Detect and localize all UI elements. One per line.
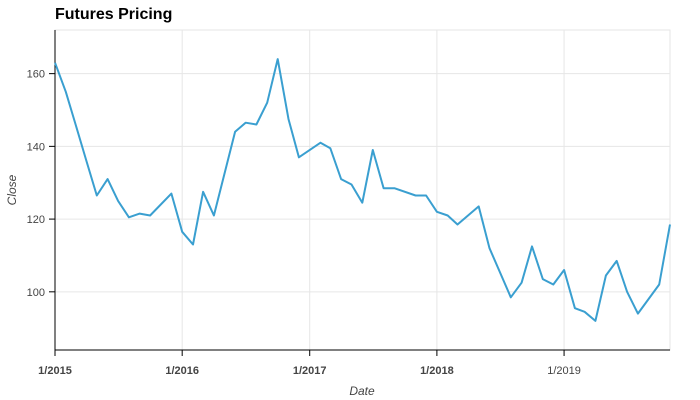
x-tick-label: 1/2016 [165,365,199,377]
chart-title: Futures Pricing [55,6,173,23]
x-tick-label: 1/2017 [293,365,327,377]
y-tick-label: 160 [27,69,45,81]
x-tick-label: 1/2019 [547,365,581,377]
x-tick-label: 1/2015 [38,365,72,377]
plot-frame [54,29,671,351]
series-line [54,58,671,322]
y-tick-label: 120 [27,214,45,226]
y-tick-label: 100 [27,287,45,299]
x-axis-label: Date [349,384,375,398]
y-axis-label: Close [5,174,19,205]
x-tick-label: 1/2018 [420,365,454,377]
y-tick-label: 140 [27,141,45,153]
